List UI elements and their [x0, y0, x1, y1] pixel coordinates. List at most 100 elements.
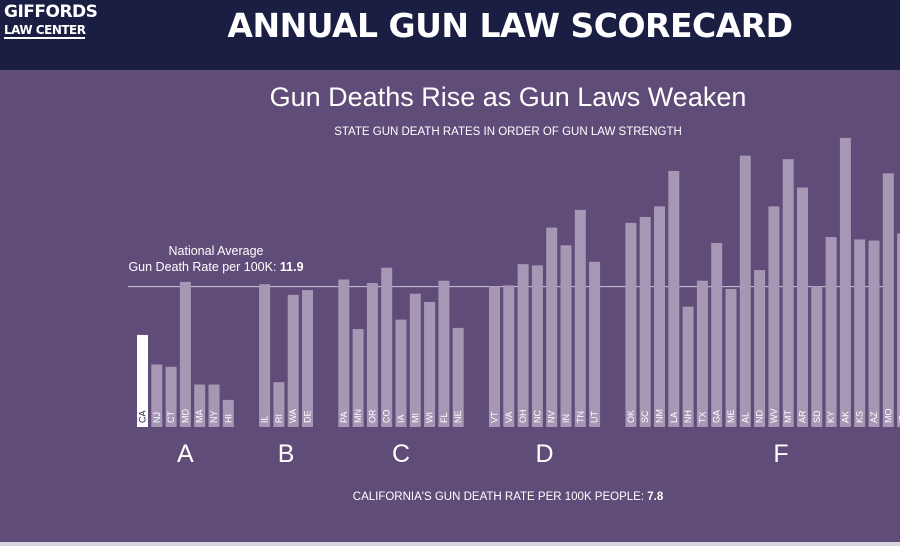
- bar-oh: [517, 264, 529, 427]
- bar-la: [668, 170, 680, 427]
- bar-vt: [489, 286, 500, 427]
- national-average-rate-prefix: Gun Death Rate per 100K:: [128, 260, 279, 274]
- bar-or: [366, 283, 378, 427]
- bar-mt: [782, 159, 794, 427]
- state-labels: CA NJ CT MD MA NY HI IL RI WA DE PA MN OR CO IA MI WI FL NE…: [138, 409, 900, 424]
- state-label-ks: KS: [855, 411, 865, 423]
- bar-md: [179, 281, 191, 427]
- state-label-tn: TN: [575, 411, 585, 423]
- bar-nc: [531, 265, 543, 427]
- bar-co: [381, 267, 393, 427]
- california-footnote: CALIFORNIA'S GUN DEATH RATE PER 100K PEO…: [353, 491, 664, 503]
- grade-label-b: B: [278, 440, 295, 468]
- state-label-fl: FL: [439, 412, 449, 423]
- state-label-ky: KY: [826, 411, 836, 423]
- national-average-rate-label: Gun Death Rate per 100K: 11.9: [128, 260, 303, 274]
- state-label-co: CO: [382, 410, 392, 424]
- state-label-wv: WV: [769, 409, 779, 424]
- state-label-ri: RI: [274, 414, 284, 423]
- state-label-nj: NJ: [152, 412, 162, 423]
- bar-ma: [194, 384, 206, 427]
- grade-label-a: A: [177, 440, 194, 468]
- bar-il: [259, 284, 271, 427]
- bar-me: [725, 288, 737, 427]
- state-label-wi: WI: [425, 412, 435, 423]
- state-label-hi: HI: [223, 414, 233, 423]
- state-label-la: LA: [669, 412, 679, 423]
- header-bar: GIFFORDS LAW CENTER ANNUAL GUN LAW SCORE…: [0, 0, 900, 70]
- page-title: ANNUAL GUN LAW SCORECARD: [227, 6, 793, 45]
- state-label-pa: PA: [339, 412, 349, 423]
- footnote-prefix: CALIFORNIA'S GUN DEATH RATE PER 100K PEO…: [353, 491, 647, 503]
- giffords-logo[interactable]: GIFFORDS LAW CENTER: [4, 2, 98, 39]
- bar-tx: [696, 280, 708, 427]
- bar-nj: [151, 364, 163, 427]
- bar-wa: [287, 294, 299, 427]
- bar-nv: [546, 227, 558, 427]
- state-label-sc: SC: [640, 410, 650, 423]
- bar-ga: [711, 242, 723, 427]
- bar-de: [302, 290, 313, 427]
- state-label-id: ID: [898, 413, 900, 423]
- bar-mn: [352, 329, 364, 427]
- bar-ak: [839, 137, 851, 427]
- state-label-tx: TX: [697, 411, 707, 423]
- bar-hi: [222, 399, 234, 427]
- state-label-nd: ND: [755, 410, 765, 423]
- state-label-nc: NC: [532, 410, 542, 423]
- state-label-nm: NM: [655, 409, 665, 423]
- state-label-ny: NY: [209, 410, 219, 423]
- bar-ar: [797, 187, 808, 427]
- state-label-nv: NV: [547, 410, 557, 423]
- state-label-de: DE: [303, 410, 313, 423]
- bar-wi: [424, 301, 436, 427]
- chart-panel: Gun Deaths Rise as Gun Laws Weaken STATE…: [0, 70, 900, 542]
- bottom-strip: [0, 542, 900, 546]
- chart-subtitle: STATE GUN DEATH RATES IN ORDER OF GUN LA…: [334, 126, 682, 138]
- state-label-md: MD: [180, 409, 190, 423]
- bar-ok: [625, 222, 637, 427]
- state-label-sd: SD: [812, 410, 822, 423]
- bar-ca: [137, 334, 148, 427]
- chart-title: Gun Deaths Rise as Gun Laws Weaken: [270, 82, 747, 112]
- bar-in: [560, 245, 572, 427]
- grade-label-c: C: [392, 440, 410, 468]
- bar-id: [897, 233, 900, 427]
- bar-ia: [395, 319, 407, 427]
- state-label-nh: NH: [683, 410, 693, 423]
- bar-ks: [854, 239, 866, 427]
- bar-ri: [273, 382, 285, 427]
- state-label-al: AL: [740, 412, 750, 423]
- state-label-vt: VT: [490, 411, 500, 423]
- bar-va: [503, 285, 515, 427]
- state-label-ar: AR: [798, 410, 808, 423]
- state-label-ca: CA: [138, 410, 148, 423]
- bar-nh: [682, 306, 694, 427]
- state-label-ma: MA: [195, 410, 205, 424]
- bar-ct: [165, 366, 177, 427]
- bar-ut: [589, 261, 601, 427]
- bar-wv: [768, 206, 780, 427]
- grade-label-f: F: [773, 440, 788, 468]
- state-label-ne: NE: [453, 410, 463, 423]
- state-label-oh: OH: [518, 410, 528, 424]
- state-label-ia: IA: [396, 414, 406, 423]
- bar-ny: [208, 384, 220, 427]
- state-label-mn: MN: [353, 409, 363, 423]
- logo-line2: LAW CENTER: [4, 23, 86, 39]
- bar-sd: [811, 286, 823, 427]
- state-label-mt: MT: [783, 410, 793, 423]
- state-label-ct: CT: [166, 411, 176, 423]
- state-label-wa: WA: [288, 409, 298, 423]
- state-label-mo: MO: [883, 409, 893, 424]
- national-average-label: National Average: [169, 244, 264, 258]
- bar-mo: [882, 173, 894, 427]
- logo-line1: GIFFORDS: [4, 2, 98, 22]
- state-label-in: IN: [561, 414, 571, 423]
- gun-death-chart: Gun Deaths Rise as Gun Laws Weaken STATE…: [128, 82, 900, 503]
- state-label-ut: UT: [590, 411, 600, 423]
- state-label-or: OR: [367, 409, 377, 423]
- grade-label-d: D: [536, 440, 554, 468]
- bar-al: [739, 155, 751, 427]
